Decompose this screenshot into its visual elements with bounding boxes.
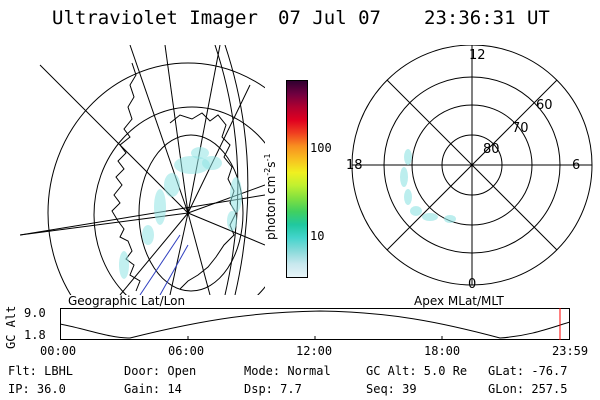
mlat-label-60: 60 <box>536 98 553 113</box>
info-seq: Seq: 39 <box>366 382 417 396</box>
projection-line <box>139 234 189 295</box>
info-gain: Gain: 14 <box>124 382 182 396</box>
meridian <box>187 184 265 214</box>
meridian <box>187 212 211 295</box>
meridian <box>169 212 189 295</box>
altitude-plot-frame <box>60 308 570 340</box>
instrument-title: Ultraviolet Imager <box>52 7 258 29</box>
colorbar-tick-100: 100 <box>310 141 332 155</box>
info-gcalt: GC Alt: 5.0 Re <box>366 364 468 378</box>
apex-label: Apex MLat/MLT <box>414 294 504 308</box>
mlat-label-70: 70 <box>512 121 529 136</box>
polar-diagonal <box>386 79 558 251</box>
info-ip: IP: 36.0 <box>8 382 66 396</box>
alt-xtick-1200: 12:00 <box>296 344 333 358</box>
meridian <box>187 84 251 214</box>
info-mode: Mode: Normal <box>244 364 331 378</box>
mlt-label-18: 18 <box>346 158 363 173</box>
info-door: Door: Open <box>124 364 197 378</box>
date-label: 07 Jul 07 <box>278 7 381 29</box>
altitude-curve <box>60 310 570 339</box>
meridian <box>164 45 189 214</box>
info-flt: Flt: LBHL <box>8 364 74 378</box>
meridian <box>187 212 265 246</box>
info-glon: GLon: 257.5 <box>488 382 568 396</box>
coastline <box>111 62 237 292</box>
orbit-arc <box>224 45 249 295</box>
polar-mlat-mlt-plot: 12 18 6 0 60 70 80 <box>346 45 593 292</box>
info-dsp: Dsp: 7.7 <box>244 382 302 396</box>
latitude-circle-outer <box>47 62 265 295</box>
meridian <box>119 212 189 295</box>
latitude-circle-inner <box>138 134 244 292</box>
meridian <box>39 64 189 214</box>
alt-xtick-0000: 00:00 <box>40 344 77 358</box>
colorbar-tick-10: 10 <box>310 229 325 243</box>
alt-ytick-9: 9.0 <box>24 306 46 320</box>
alt-xtick-1800: 18:00 <box>424 344 461 358</box>
alt-ytick-1-8: 1.8 <box>24 328 46 342</box>
meridian <box>20 194 265 236</box>
mlat-label-80: 80 <box>483 142 500 157</box>
aurora-emission <box>119 147 242 279</box>
colorbar-label: photon cm-2s-1 <box>263 153 278 240</box>
geographic-label: Geographic Lat/Lon <box>68 294 186 308</box>
alt-xtick-2359: 23:59 <box>552 344 589 358</box>
title-bar: Ultraviolet Imager 07 Jul 07 23:36:31 UT <box>0 0 600 36</box>
orbit-arc <box>214 45 239 295</box>
meridian <box>187 45 221 214</box>
latitude-circle-mid <box>93 106 265 295</box>
colorbar-gradient <box>287 81 307 277</box>
geographic-map <box>20 45 265 295</box>
alt-xtick-0600: 06:00 <box>168 344 205 358</box>
info-glat: GLat: -76.7 <box>488 364 568 378</box>
altitude-plot <box>60 308 570 340</box>
mlt-label-6: 6 <box>572 158 580 173</box>
mlt-label-0: 0 <box>468 277 476 292</box>
alt-ylabel: GC Alt <box>4 305 18 349</box>
time-label: 23:36:31 UT <box>424 7 550 29</box>
colorbar <box>286 80 308 278</box>
mlt-label-12: 12 <box>469 48 486 63</box>
aurora-emission-polar <box>400 149 456 223</box>
